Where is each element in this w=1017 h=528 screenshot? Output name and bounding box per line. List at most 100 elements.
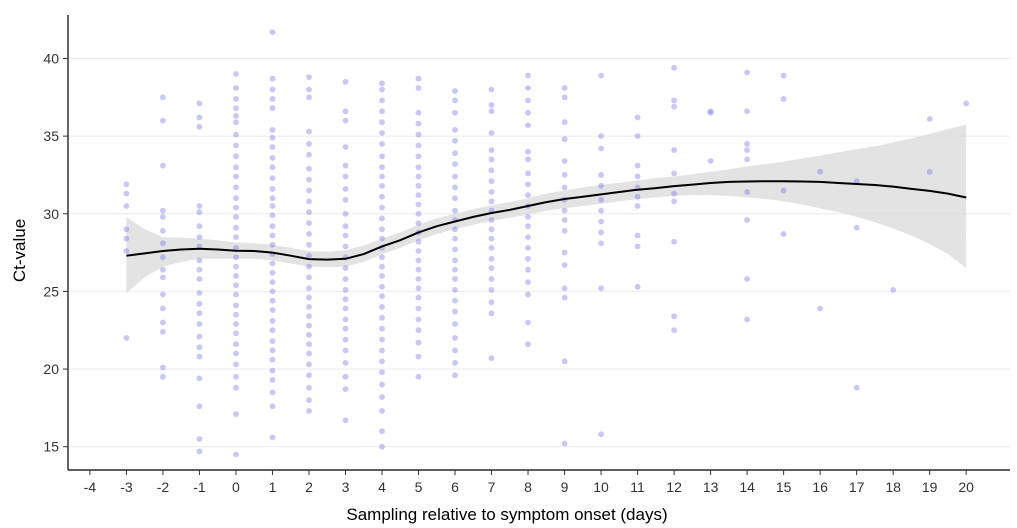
data-point	[415, 142, 422, 149]
data-point	[634, 173, 641, 180]
data-point	[233, 113, 239, 119]
data-point	[269, 29, 276, 35]
x-tick-label: 4	[378, 479, 386, 495]
data-point	[233, 361, 239, 368]
data-point	[634, 114, 641, 121]
data-point	[452, 226, 458, 233]
data-point	[123, 248, 130, 254]
data-point	[160, 228, 166, 234]
data-point	[269, 212, 276, 219]
data-point	[306, 341, 312, 348]
data-point	[561, 94, 568, 101]
data-point	[853, 384, 860, 391]
data-point	[160, 214, 166, 220]
data-point	[488, 235, 495, 242]
data-point	[415, 276, 422, 282]
data-point	[634, 203, 641, 209]
x-tick-label: 14	[739, 479, 755, 495]
data-point	[561, 119, 568, 126]
data-point	[233, 291, 239, 298]
data-point	[306, 294, 312, 301]
data-point	[415, 266, 422, 273]
data-point	[926, 116, 933, 122]
data-point	[379, 336, 385, 343]
data-point	[415, 285, 422, 292]
data-point	[379, 369, 385, 376]
data-point	[342, 347, 349, 354]
data-point	[525, 181, 531, 188]
data-point	[488, 130, 495, 136]
data-point	[233, 204, 239, 211]
data-point	[561, 294, 568, 301]
data-point	[525, 170, 531, 177]
data-point	[488, 108, 495, 115]
data-point	[488, 156, 495, 163]
data-point	[415, 131, 422, 138]
data-point	[525, 341, 531, 348]
data-point	[452, 246, 458, 253]
data-point	[452, 297, 458, 304]
data-point	[233, 245, 239, 251]
data-point	[269, 318, 276, 324]
data-point	[196, 333, 203, 340]
smooth-line	[126, 180, 967, 261]
data-point	[342, 186, 349, 192]
data-point	[233, 105, 239, 112]
data-point	[306, 141, 312, 147]
data-point	[598, 196, 604, 203]
data-point	[525, 109, 531, 116]
data-point	[525, 97, 531, 104]
data-point	[342, 265, 349, 271]
data-point	[598, 285, 604, 292]
data-point	[525, 245, 531, 251]
data-point	[123, 335, 130, 341]
data-point	[342, 287, 349, 293]
data-point	[452, 88, 458, 94]
data-point	[269, 279, 276, 285]
data-point	[379, 182, 385, 189]
smooth-trend-line	[126, 180, 967, 261]
data-point	[342, 232, 349, 239]
data-point	[160, 117, 166, 124]
data-point	[452, 257, 458, 264]
data-point	[488, 265, 495, 271]
data-point	[525, 255, 531, 262]
y-tick-label: 35	[43, 128, 59, 144]
data-point	[415, 238, 422, 245]
data-point	[379, 193, 385, 200]
data-point	[963, 100, 970, 107]
data-point	[379, 108, 385, 115]
data-point	[488, 310, 495, 317]
data-point	[415, 305, 422, 312]
data-point	[342, 316, 349, 323]
data-point	[269, 347, 276, 354]
data-point	[598, 182, 604, 189]
data-point	[525, 122, 531, 129]
x-axis-title: Sampling relative to symptom onset (days…	[346, 505, 667, 524]
data-point	[598, 172, 604, 178]
data-point	[707, 158, 714, 164]
data-point	[488, 102, 495, 108]
data-point	[196, 276, 203, 282]
data-point	[233, 311, 239, 318]
data-point	[525, 214, 531, 220]
data-point	[342, 108, 349, 115]
data-point	[379, 97, 385, 104]
data-point	[196, 266, 203, 273]
data-point	[415, 316, 422, 323]
data-point	[233, 341, 239, 348]
data-point	[415, 220, 422, 227]
data-point	[306, 313, 312, 320]
data-point	[926, 168, 933, 175]
data-point	[269, 367, 276, 374]
data-point	[634, 283, 641, 290]
data-point	[598, 72, 604, 79]
data-point	[452, 126, 458, 133]
data-point	[269, 232, 276, 239]
x-tick-label: -3	[120, 479, 133, 495]
data-point	[817, 168, 823, 175]
data-point	[160, 274, 166, 281]
data-point	[306, 332, 312, 338]
data-point	[525, 192, 531, 199]
data-point	[671, 103, 677, 110]
